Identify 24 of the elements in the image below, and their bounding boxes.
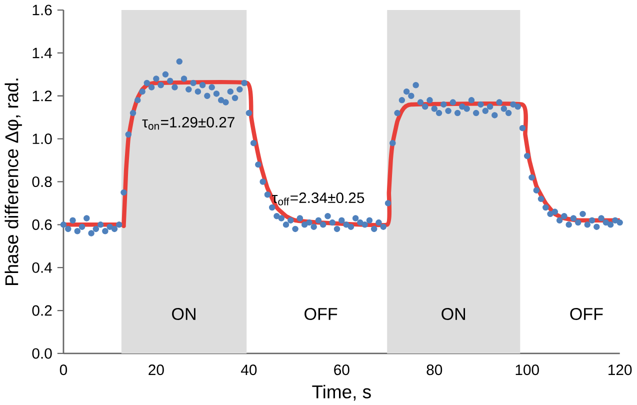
x-tick-label: 40: [240, 364, 257, 375]
annotation: OFF: [570, 308, 603, 320]
band-label: ON: [442, 308, 466, 320]
y-axis-title: Phase difference Δφ, rad.: [4, 78, 22, 285]
band-label: ON: [172, 308, 196, 320]
y-tick-label: 1.0: [32, 133, 52, 144]
x-tick-label: 0: [60, 364, 68, 375]
annotation: OFF: [304, 308, 338, 320]
y-tick-label: 0.2: [32, 305, 52, 316]
x-tick-label: 60: [334, 364, 350, 375]
y-tick-label: 1.6: [32, 4, 52, 16]
y-tick-label: 0.6: [32, 219, 52, 230]
annotation: τ$_{on}$=1.29±0.27: [142, 116, 234, 130]
x-tick-label: 20: [148, 364, 164, 375]
y-tick-label: 0.8: [32, 176, 52, 187]
x-tick-label: 120: [608, 364, 632, 375]
y-tick-label: 0.4: [32, 262, 52, 273]
x-tick-label: 80: [426, 364, 442, 375]
y-tick-label: 0.0: [32, 348, 52, 359]
annotation: τ$_{off}$=2.34±0.25: [272, 192, 364, 206]
y-tick-label: 1.4: [32, 48, 52, 58]
x-tick-label: 100: [516, 364, 539, 375]
y-tick-label: 1.2: [32, 90, 52, 101]
x-axis-title: Time, s: [312, 384, 371, 400]
